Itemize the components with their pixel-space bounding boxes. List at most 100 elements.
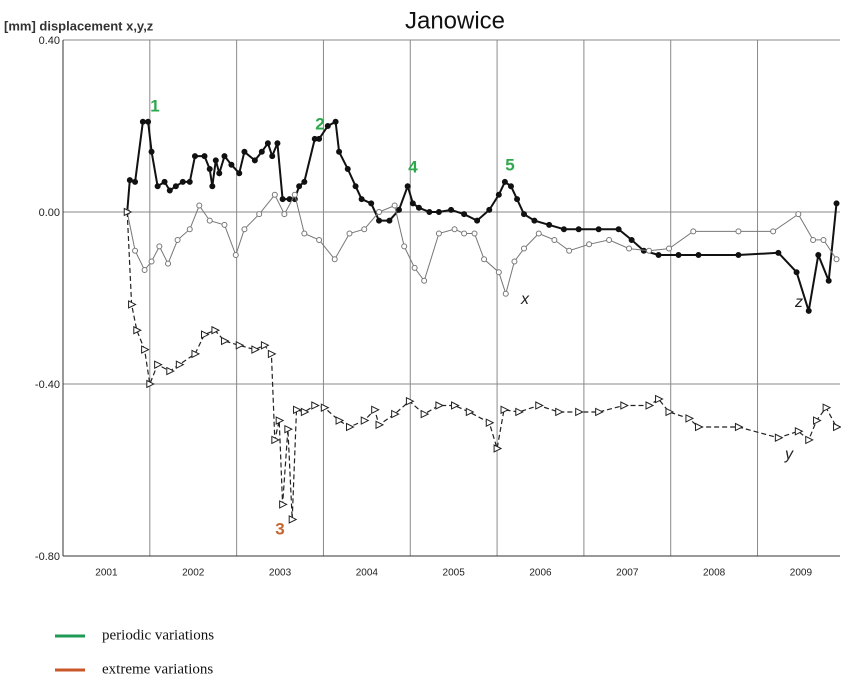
data-point: [386, 217, 393, 224]
data-point: [515, 407, 524, 417]
data-point: [281, 211, 288, 218]
data-point: [655, 252, 662, 258]
data-point: [502, 290, 509, 297]
data-point: [344, 166, 351, 172]
data-point: [133, 325, 142, 335]
data-point: [269, 153, 276, 160]
data-point: [820, 236, 827, 243]
data-point: [833, 256, 840, 263]
data-point: [360, 416, 370, 425]
annotation: 2: [315, 114, 324, 133]
data-point: [126, 177, 133, 184]
y-tick-label: -0.40: [35, 379, 60, 391]
data-point: [514, 196, 521, 203]
data-point: [395, 206, 402, 213]
data-point: [495, 269, 502, 276]
x-tick-label: 2008: [703, 568, 726, 579]
x-tick-label: 2005: [443, 568, 466, 579]
data-point: [220, 336, 230, 346]
legend-label: periodic variations: [102, 627, 214, 643]
data-point: [435, 209, 442, 215]
data-point: [172, 183, 179, 190]
data-point: [775, 249, 782, 256]
data-point: [376, 217, 383, 224]
data-point: [531, 217, 538, 224]
data-point: [675, 252, 682, 258]
data-point: [368, 200, 375, 207]
data-point: [316, 236, 323, 243]
data-point: [154, 360, 163, 369]
data-point: [335, 416, 345, 425]
data-point: [166, 187, 173, 194]
data-point: [128, 300, 137, 309]
data-point: [575, 226, 582, 233]
data-point: [813, 416, 822, 425]
data-point: [404, 183, 411, 190]
data-point: [586, 241, 593, 248]
y-tick-label: 0.40: [39, 35, 60, 47]
data-point: [361, 226, 368, 233]
data-point: [161, 178, 168, 185]
data-point: [358, 196, 365, 203]
data-point: [575, 407, 584, 417]
data-point: [495, 191, 502, 198]
data-point: [685, 414, 695, 423]
annotation: 1: [150, 96, 159, 115]
data-point: [201, 153, 208, 160]
data-point: [465, 407, 475, 417]
data-point: [291, 191, 298, 198]
x-tick-label: 2002: [182, 568, 205, 579]
y-axis-label: [mm] displacement x,y,z: [4, 18, 154, 33]
y-tick-label: -0.80: [35, 551, 60, 563]
y-tick-label: 0.00: [39, 207, 60, 219]
data-point: [148, 148, 155, 155]
data-point: [426, 209, 433, 215]
data-point: [822, 403, 832, 412]
data-point: [301, 178, 308, 185]
data-point: [236, 170, 243, 177]
data-point: [154, 183, 161, 190]
data-point: [421, 277, 428, 284]
data-point: [833, 422, 841, 432]
data-point: [615, 226, 622, 233]
data-point: [546, 221, 553, 228]
data-point: [320, 403, 330, 412]
data-point: [451, 401, 460, 410]
data-point: [493, 444, 503, 453]
data-point: [520, 245, 527, 252]
data-point: [695, 252, 702, 258]
x-tick-label: 2007: [616, 568, 639, 579]
data-point: [665, 245, 672, 252]
data-point: [645, 401, 655, 410]
data-point: [485, 418, 495, 428]
data-point: [520, 211, 527, 218]
data-point: [228, 161, 235, 168]
data-point: [148, 258, 155, 265]
data-point: [251, 345, 260, 354]
data-point: [451, 226, 458, 233]
data-point: [507, 183, 514, 190]
data-point: [324, 123, 331, 129]
data-point: [132, 178, 139, 185]
data-point: [186, 178, 193, 185]
data-point: [376, 209, 383, 215]
data-point: [132, 247, 139, 254]
data-point: [535, 230, 542, 237]
x-tick-label: 2009: [790, 568, 813, 579]
data-point: [391, 202, 398, 209]
data-point: [316, 135, 323, 142]
data-point: [486, 206, 493, 213]
data-point: [256, 211, 263, 218]
data-point: [174, 236, 181, 243]
data-point: [481, 256, 488, 263]
annotation: 3: [275, 519, 284, 538]
data-point: [141, 345, 150, 354]
data-point: [251, 157, 258, 164]
data-point: [735, 252, 742, 258]
annotation: 4: [408, 157, 418, 176]
data-point: [810, 236, 817, 243]
data-point: [665, 407, 675, 417]
data-point: [165, 260, 172, 267]
data-point: [734, 422, 744, 432]
